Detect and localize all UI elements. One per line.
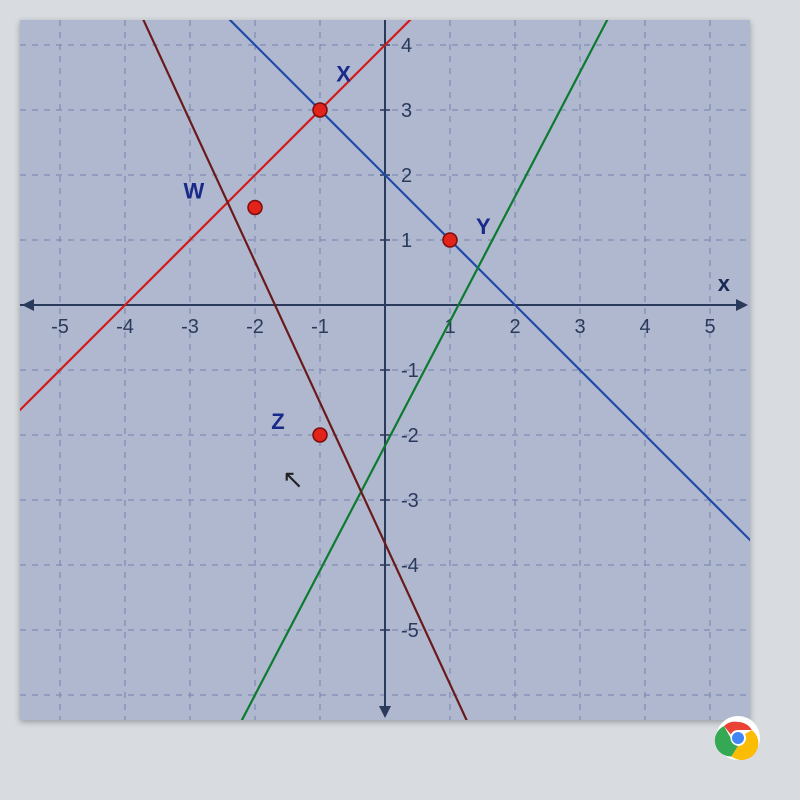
y-tick-label: -5 bbox=[401, 620, 419, 642]
point-label-X: X bbox=[336, 61, 351, 86]
point-label-W: W bbox=[184, 178, 205, 203]
y-tick-label: -4 bbox=[401, 555, 419, 577]
x-tick-label: -4 bbox=[116, 316, 134, 338]
x-tick-label: -2 bbox=[246, 316, 264, 338]
coordinate-plot: -5-4-3-2-112345-5-4-3-2-11234xWXYZ bbox=[20, 20, 750, 720]
x-tick-label: 4 bbox=[639, 316, 650, 338]
x-tick-label: -5 bbox=[51, 316, 69, 338]
x-tick-label: 2 bbox=[509, 316, 520, 338]
screenshot-frame: -5-4-3-2-112345-5-4-3-2-11234xWXYZ ↖ bbox=[20, 20, 750, 720]
point-label-Z: Z bbox=[271, 409, 284, 434]
y-tick-label: 1 bbox=[401, 230, 412, 252]
point-W bbox=[248, 201, 262, 215]
y-tick-label: 4 bbox=[401, 35, 412, 57]
point-label-Y: Y bbox=[476, 214, 491, 239]
x-tick-label: 5 bbox=[704, 316, 715, 338]
y-tick-label: -2 bbox=[401, 425, 419, 447]
y-tick-label: 3 bbox=[401, 100, 412, 122]
chrome-icon bbox=[714, 714, 762, 762]
x-axis-label: x bbox=[718, 271, 731, 296]
x-tick-label: -3 bbox=[181, 316, 199, 338]
point-Z bbox=[313, 428, 327, 442]
y-tick-label: 2 bbox=[401, 165, 412, 187]
point-X bbox=[313, 103, 327, 117]
point-Y bbox=[443, 233, 457, 247]
x-tick-label: 3 bbox=[574, 316, 585, 338]
y-tick-label: -1 bbox=[401, 360, 419, 382]
x-tick-label: -1 bbox=[311, 316, 329, 338]
y-tick-label: -3 bbox=[401, 490, 419, 512]
